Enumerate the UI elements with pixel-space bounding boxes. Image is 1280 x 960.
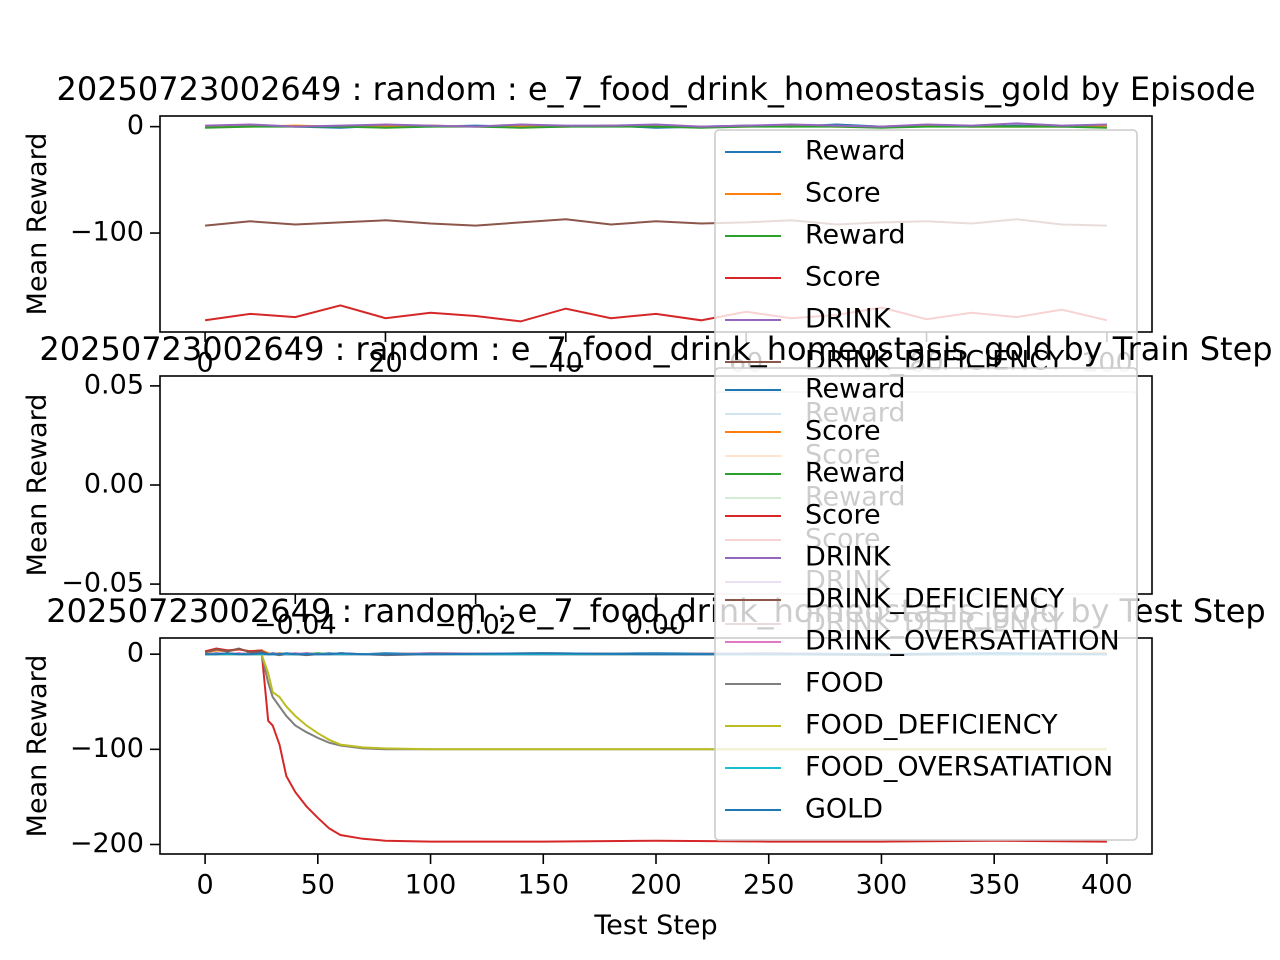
subplot: 20250723002649 : random : e_7_food_drink…	[22, 367, 1266, 941]
legend-label: Reward	[805, 374, 906, 405]
y-tick-label: −100	[70, 217, 144, 248]
legend-label: Score	[805, 262, 881, 293]
x-tick-label: 0	[196, 870, 213, 901]
axes-frame	[159, 375, 1153, 595]
x-axis-label: Test Step	[593, 910, 717, 941]
legend-label: DRINK_DEFICIENCY	[805, 584, 1065, 615]
series-line	[205, 122, 1107, 128]
x-tick-label: 350	[968, 870, 1020, 901]
x-tick-label: 40	[549, 348, 583, 379]
y-tick-label: 0.05	[84, 369, 144, 400]
legend-label: DRINK	[805, 304, 892, 335]
y-tick-label: 0	[127, 110, 144, 141]
y-tick-label: 0	[127, 638, 144, 669]
x-tick-label: 400	[1081, 870, 1133, 901]
legend-label: DRINK_OVERSATIATION	[805, 626, 1120, 657]
series-line	[205, 652, 1107, 656]
x-tick-label: 150	[517, 870, 569, 901]
y-tick-label: −100	[70, 733, 144, 764]
x-tick-label: 20	[368, 348, 402, 379]
x-tick-label: 0	[196, 348, 213, 379]
axes-frame	[159, 115, 1153, 333]
x-tick-label: 200	[630, 870, 682, 901]
legend-label: GOLD	[805, 794, 883, 825]
y-tick-label: −0.05	[61, 568, 144, 599]
x-tick-label: 0.00	[626, 610, 686, 641]
subplot-title: 20250723002649 : random : e_7_food_drink…	[39, 330, 1272, 368]
y-axis-label: Mean Reward	[22, 133, 53, 316]
legend-label: Reward	[805, 220, 906, 251]
y-axis-label: Mean Reward	[22, 655, 53, 838]
subplot-title: 20250723002649 : random : e_7_food_drink…	[56, 70, 1255, 108]
axes-frame	[159, 637, 1153, 855]
y-tick-label: −200	[70, 828, 144, 859]
y-tick-label: 0.00	[84, 469, 144, 500]
x-tick-label: 100	[405, 870, 457, 901]
legend-label: Reward	[805, 136, 906, 167]
y-axis-label: Mean Reward	[22, 394, 53, 577]
legend-box	[714, 367, 1138, 841]
legend-label: Score	[805, 178, 881, 209]
legend-label: FOOD	[805, 668, 884, 699]
series-line	[205, 125, 1107, 129]
x-tick-label: 250	[743, 870, 795, 901]
legend-label: Score	[805, 500, 881, 531]
x-tick-label: −0.02	[434, 610, 517, 641]
x-tick-label: 300	[856, 870, 908, 901]
legend-label: FOOD_DEFICIENCY	[805, 710, 1058, 741]
legend-label: Reward	[805, 458, 906, 489]
x-tick-label: 50	[301, 870, 335, 901]
legend-label: Score	[805, 416, 881, 447]
x-tick-label: −0.04	[254, 610, 337, 641]
legend-label: DRINK	[805, 542, 892, 573]
legend-label: FOOD_OVERSATIATION	[805, 752, 1113, 783]
subplot: 20250723002649 : random : e_7_food_drink…	[22, 70, 1256, 393]
